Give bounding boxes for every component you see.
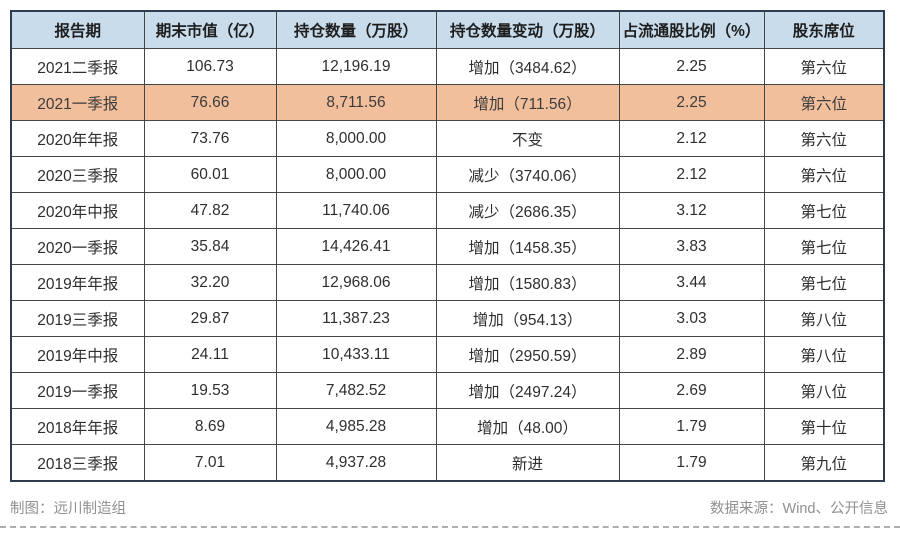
table-cell: 1.79 <box>618 408 765 445</box>
table-cell: 3.03 <box>618 300 765 337</box>
column-header: 期末市值（亿） <box>143 10 277 49</box>
table-cell: 32.20 <box>143 264 277 301</box>
table-row: 2019三季报 29.87 11,387.23 增加（954.13） 3.03 第八位 <box>10 300 885 337</box>
table-cell: 增加（1580.83） <box>435 264 620 301</box>
table-cell: 增加（3484.62） <box>435 48 620 85</box>
footer-data-source: 数据来源：Wind、公开信息 <box>709 501 888 517</box>
table-cell: 2020年年报 <box>10 120 145 157</box>
table-cell: 60.01 <box>143 156 277 193</box>
table-row: 2019年年报 32.20 12,968.06 增加（1580.83） 3.44 第七位 <box>10 264 885 301</box>
table-cell: 第七位 <box>763 264 885 301</box>
table-cell: 2019三季报 <box>10 300 145 337</box>
table-cell: 10,433.11 <box>275 336 437 373</box>
footer-credit: 制图：远川制造组 <box>10 501 126 517</box>
table-cell: 11,387.23 <box>275 300 437 337</box>
table-cell: 3.12 <box>618 192 765 229</box>
table-cell: 2.12 <box>618 120 765 157</box>
table-cell: 第六位 <box>763 156 885 193</box>
table-cell: 新进 <box>435 444 620 482</box>
table-cell: 3.44 <box>618 264 765 301</box>
table-cell: 第七位 <box>763 228 885 265</box>
table-cell: 第八位 <box>763 372 885 409</box>
footer: 制图：远川制造组 数据来源：Wind、公开信息 <box>10 497 888 518</box>
table-row: 2019年中报 24.11 10,433.11 增加（2950.59） 2.89 第八位 <box>10 336 885 373</box>
table-cell: 第九位 <box>763 444 885 482</box>
column-header: 报告期 <box>10 10 145 49</box>
table-cell: 第七位 <box>763 192 885 229</box>
table-cell: 2.69 <box>618 372 765 409</box>
table-cell: 14,426.41 <box>275 228 437 265</box>
table-cell: 8,000.00 <box>275 120 437 157</box>
table-cell: 不变 <box>435 120 620 157</box>
table-cell: 76.66 <box>143 84 277 121</box>
table-cell: 8.69 <box>143 408 277 445</box>
table-cell: 2.89 <box>618 336 765 373</box>
table-row: 2018年年报 8.69 4,985.28 增加（48.00） 1.79 第十位 <box>10 408 885 445</box>
table-row: 2021二季报 106.73 12,196.19 增加（3484.62） 2.25 第六位 <box>10 48 885 85</box>
table-cell: 2020一季报 <box>10 228 145 265</box>
column-header: 股东席位 <box>763 10 885 49</box>
table-body: 2021二季报 106.73 12,196.19 增加（3484.62） 2.25 第六位… <box>10 48 885 482</box>
table-cell: 增加（711.56） <box>435 84 620 121</box>
table-cell: 增加（954.13） <box>435 300 620 337</box>
table-cell: 2019年中报 <box>10 336 145 373</box>
table-cell: 24.11 <box>143 336 277 373</box>
table-cell: 29.87 <box>143 300 277 337</box>
table-cell: 12,968.06 <box>275 264 437 301</box>
table-cell: 73.76 <box>143 120 277 157</box>
holdings-table-container: 报告期 期末市值（亿） 持仓数量（万股） 持仓数量变动（万股） 占流通股比例（%） 股东席… <box>10 10 885 482</box>
table-cell: 2020年中报 <box>10 192 145 229</box>
table-cell: 4,937.28 <box>275 444 437 482</box>
table-cell: 8,000.00 <box>275 156 437 193</box>
table-cell: 2.12 <box>618 156 765 193</box>
table-cell: 2019一季报 <box>10 372 145 409</box>
table-cell: 35.84 <box>143 228 277 265</box>
table-cell: 2018三季报 <box>10 444 145 482</box>
table-cell: 47.82 <box>143 192 277 229</box>
table-row: 2020三季报 60.01 8,000.00 减少（3740.06） 2.12 第六位 <box>10 156 885 193</box>
table-cell: 12,196.19 <box>275 48 437 85</box>
table-cell: 第六位 <box>763 48 885 85</box>
column-header: 持仓数量变动（万股） <box>435 10 620 49</box>
table-cell: 2020三季报 <box>10 156 145 193</box>
table-row: 2021一季报 76.66 8,711.56 增加（711.56） 2.25 第六位 <box>10 84 885 121</box>
table-cell: 1.79 <box>618 444 765 482</box>
table-cell: 8,711.56 <box>275 84 437 121</box>
table-cell: 第八位 <box>763 300 885 337</box>
table-row: 2020年中报 47.82 11,740.06 减少（2686.35） 3.12 第七位 <box>10 192 885 229</box>
table-cell: 增加（2950.59） <box>435 336 620 373</box>
table-cell: 7.01 <box>143 444 277 482</box>
table-cell: 第六位 <box>763 84 885 121</box>
table-cell: 3.83 <box>618 228 765 265</box>
table-cell: 2018年年报 <box>10 408 145 445</box>
table-cell: 增加（1458.35） <box>435 228 620 265</box>
table-row: 2020一季报 35.84 14,426.41 增加（1458.35） 3.83 第七位 <box>10 228 885 265</box>
table-cell: 减少（2686.35） <box>435 192 620 229</box>
table-cell: 7,482.52 <box>275 372 437 409</box>
table-cell: 2.25 <box>618 48 765 85</box>
bottom-dashed-divider <box>0 526 900 528</box>
column-header: 持仓数量（万股） <box>275 10 437 49</box>
table-cell: 第六位 <box>763 120 885 157</box>
table-cell: 2021一季报 <box>10 84 145 121</box>
table-row: 2020年年报 73.76 8,000.00 不变 2.12 第六位 <box>10 120 885 157</box>
table-header-row: 报告期 期末市值（亿） 持仓数量（万股） 持仓数量变动（万股） 占流通股比例（%） 股东席… <box>10 10 885 49</box>
table-row: 2018三季报 7.01 4,937.28 新进 1.79 第九位 <box>10 444 885 482</box>
table-cell: 2.25 <box>618 84 765 121</box>
table-cell: 增加（48.00） <box>435 408 620 445</box>
table-cell: 11,740.06 <box>275 192 437 229</box>
table-cell: 2021二季报 <box>10 48 145 85</box>
table-cell: 第八位 <box>763 336 885 373</box>
table-cell: 增加（2497.24） <box>435 372 620 409</box>
table-cell: 106.73 <box>143 48 277 85</box>
table-cell: 4,985.28 <box>275 408 437 445</box>
table-cell: 2019年年报 <box>10 264 145 301</box>
table-cell: 减少（3740.06） <box>435 156 620 193</box>
holdings-table: 报告期 期末市值（亿） 持仓数量（万股） 持仓数量变动（万股） 占流通股比例（%） 股东席… <box>10 10 885 482</box>
column-header: 占流通股比例（%） <box>618 10 765 49</box>
table-cell: 第十位 <box>763 408 885 445</box>
table-cell: 19.53 <box>143 372 277 409</box>
table-row: 2019一季报 19.53 7,482.52 增加（2497.24） 2.69 第八位 <box>10 372 885 409</box>
